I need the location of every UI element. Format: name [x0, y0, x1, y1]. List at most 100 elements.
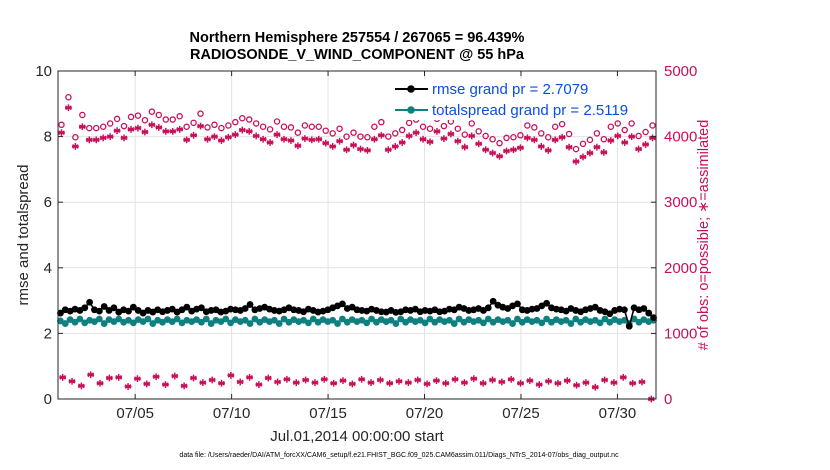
possible-obs-point: [350, 129, 357, 136]
assimilated-obs-point: [423, 380, 431, 388]
assimilated-obs-point: [391, 143, 399, 150]
y-axis-right-label: # of obs: o=possible; ∗=assimilated: [696, 120, 712, 351]
assimilated-obs-point: [294, 142, 302, 150]
possible-obs-point: [169, 116, 176, 123]
possible-obs-point: [162, 116, 170, 123]
assimilated-obs-point: [280, 135, 288, 143]
possible-obs-point: [266, 126, 274, 133]
y-axis-left-label: rmse and totalspread: [15, 165, 32, 306]
possible-obs-point: [482, 132, 489, 140]
ticks: 0 2 4 6 8 10 0 1000 2000 3000 4000 5000 07/05 07/10 07…: [35, 63, 697, 422]
possible-obs-point: [204, 124, 211, 131]
rmse-point: [125, 307, 132, 315]
possible-obs-point: [364, 134, 371, 141]
legend-spread-label: totalspread grand pr = 2.5119: [432, 102, 628, 119]
totalspread-point: [251, 315, 259, 323]
possible-obs-point: [86, 124, 93, 132]
assimilated-obs-point: [343, 146, 350, 154]
possible-obs-point: [273, 118, 281, 125]
totalspread-point: [484, 315, 492, 323]
assimilated-obs-point: [479, 379, 487, 387]
assimilated-obs-point: [398, 139, 406, 146]
possible-obs-point: [127, 113, 135, 121]
possible-obs-point: [607, 123, 615, 131]
assimilated-obs-point: [621, 139, 629, 146]
totalspread-point: [397, 315, 405, 323]
assimilated-obs-point: [593, 143, 601, 151]
assimilated-obs-point: [190, 374, 197, 382]
rmse-point: [645, 309, 653, 317]
possible-obs-point: [287, 124, 295, 131]
assimilated-obs-point: [218, 137, 225, 144]
possible-obs-point: [197, 110, 204, 117]
possible-obs-point: [190, 119, 197, 127]
totalspread-point: [241, 316, 249, 324]
totalspread-point: [421, 319, 429, 327]
rmse-point: [246, 301, 254, 308]
totalspread-point: [509, 320, 516, 327]
possible-obs-point: [524, 122, 531, 129]
totalspread-point: [334, 320, 341, 327]
assimilated-obs-point: [231, 131, 239, 139]
assimilated-obs-point: [92, 136, 100, 144]
x-tick-label: 07/25: [502, 405, 540, 422]
assimilated-obs-point: [563, 377, 571, 385]
assimilated-obs-point: [370, 135, 378, 143]
possible-obs-point: [357, 133, 364, 140]
possible-obs-point: [600, 135, 608, 143]
assimilated-obs-point: [384, 146, 392, 154]
assimilated-obs-point: [350, 141, 357, 149]
totalspread-point: [329, 316, 337, 324]
chart-title: Northern Hemisphere 257554 / 267065 = 96…: [190, 30, 525, 46]
data-file-footer: data file: /Users/raeder/DAI/ATM_forcXX/…: [179, 452, 619, 459]
assimilated-obs-point: [601, 376, 609, 384]
assimilated-obs-point: [302, 376, 310, 384]
assimilated-obs-point: [642, 141, 649, 148]
assimilated-obs-point: [565, 143, 573, 151]
possible-obs-point: [496, 139, 503, 147]
assimilated-obs-point: [208, 376, 216, 384]
assimilated-obs-point: [143, 380, 151, 388]
assimilated-obs-point: [468, 132, 476, 140]
totalspread-point: [567, 320, 575, 327]
possible-obs-point: [280, 123, 288, 131]
assimilated-obs-point: [629, 379, 637, 387]
assimilated-obs-point: [364, 146, 371, 154]
assimilated-obs-point: [77, 382, 85, 390]
y-left-tick-label: 10: [35, 63, 52, 80]
assimilated-obs-point: [628, 133, 636, 140]
assimilated-obs-point: [517, 379, 524, 387]
possible-obs-point: [315, 123, 323, 131]
assimilated-obs-point: [124, 383, 132, 390]
assimilated-obs-point: [311, 379, 319, 386]
assimilated-obs-point: [322, 139, 330, 147]
assimilated-obs-point: [78, 123, 86, 131]
assimilated-obs-point: [544, 146, 552, 154]
possible-obs-point: [259, 123, 267, 131]
assimilated-obs-point: [197, 122, 204, 130]
legend-rmse-label: rmse grand pr = 2.7079: [432, 81, 588, 98]
y-left-tick-label: 4: [44, 260, 52, 277]
assimilated-obs-point: [503, 147, 510, 155]
assimilated-obs-point: [545, 377, 552, 385]
assimilated-obs-point: [238, 126, 246, 134]
totalspread-point: [601, 315, 609, 323]
assimilated-obs-point: [264, 374, 272, 382]
totalspread-point: [115, 315, 123, 323]
assimilated-obs-point: [535, 381, 543, 388]
assimilated-obs-point: [59, 373, 67, 381]
assimilated-obs-point: [517, 144, 524, 152]
y-right-tick-label: 0: [664, 391, 672, 408]
possible-obs-point: [308, 123, 316, 131]
possible-obs-point: [155, 111, 163, 119]
totalspread-point: [445, 316, 453, 324]
possible-obs-point: [134, 112, 142, 119]
assimilated-obs-point: [482, 146, 490, 154]
assimilated-obs-point: [461, 143, 469, 151]
possible-obs-point: [322, 127, 329, 134]
assimilated-obs-point: [141, 128, 149, 136]
possible-obs-point: [621, 126, 628, 134]
assimilated-obs-point: [105, 374, 113, 382]
assimilated-obs-point: [638, 378, 646, 386]
rmse-point: [339, 300, 346, 308]
